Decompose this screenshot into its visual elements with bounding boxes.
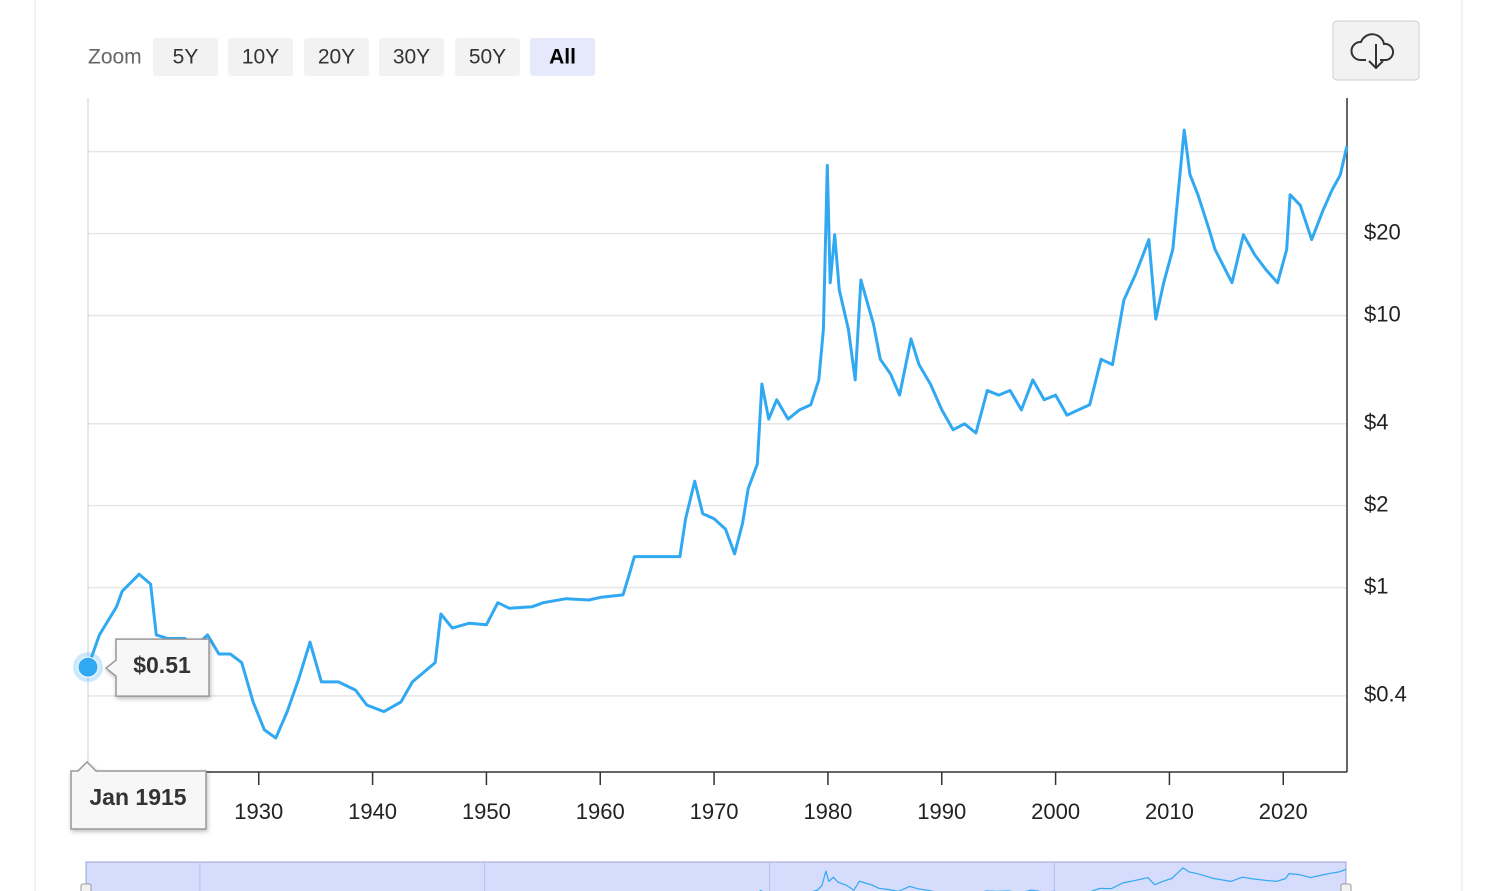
x-tick-label: 2020 — [1259, 799, 1308, 824]
x-tick-label: 2000 — [1031, 799, 1080, 824]
price-line — [86, 128, 1349, 740]
x-tick-label: 2010 — [1145, 799, 1194, 824]
tooltip-box — [104, 638, 210, 697]
navigator-handle[interactable] — [1340, 883, 1352, 891]
zoom-button-label[interactable]: 10Y — [242, 46, 279, 69]
y-tick-label: $10 — [1364, 301, 1401, 326]
zoom-button-label[interactable]: 20Y — [318, 46, 355, 69]
x-tick-label: 1990 — [917, 799, 966, 824]
zoom-button[interactable] — [304, 38, 369, 76]
zoom-button-label[interactable]: 30Y — [393, 46, 430, 69]
zoom-button[interactable] — [455, 38, 520, 76]
download-icon — [1350, 33, 1395, 70]
download-button[interactable] — [1332, 20, 1420, 81]
tooltip-value: $0.51 — [133, 652, 191, 678]
x-tick-label: 1950 — [462, 799, 511, 824]
y-tick-label: $0.4 — [1364, 682, 1407, 707]
x-tick-label: 1930 — [234, 799, 283, 824]
date-label: Jan 1915 — [89, 784, 186, 810]
y-tick-label: $4 — [1364, 410, 1388, 435]
zoom-button[interactable] — [530, 38, 595, 76]
x-tick-label: 1980 — [803, 799, 852, 824]
navigator-handle[interactable] — [80, 883, 92, 891]
tooltip-marker — [77, 656, 99, 678]
zoom-button-label[interactable]: All — [549, 46, 576, 69]
navigator-mask — [85, 861, 1347, 891]
y-tick-label: $20 — [1364, 219, 1401, 244]
navigator-line — [759, 867, 1347, 891]
x-tick-label: 1960 — [576, 799, 625, 824]
zoom-button[interactable] — [379, 38, 444, 76]
date-label-box — [70, 760, 207, 830]
y-tick-label: $1 — [1364, 573, 1388, 598]
x-tick-label: 1970 — [690, 799, 739, 824]
zoom-button-label[interactable]: 50Y — [469, 46, 506, 69]
y-tick-label: $2 — [1364, 491, 1388, 516]
zoom-button[interactable] — [228, 38, 293, 76]
x-tick-label: 1940 — [348, 799, 397, 824]
zoom-label: Zoom — [88, 46, 142, 69]
zoom-button[interactable] — [153, 38, 218, 76]
zoom-button-label[interactable]: 5Y — [173, 46, 199, 69]
